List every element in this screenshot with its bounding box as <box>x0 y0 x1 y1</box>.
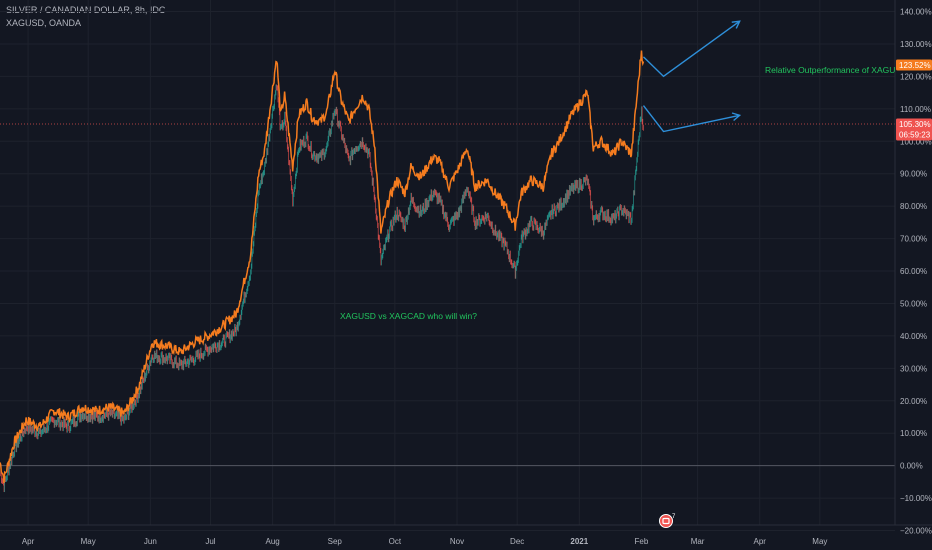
projection-arrow-1 <box>642 20 741 78</box>
x-tick-label: Oct <box>389 537 402 546</box>
y-tick-label: 30.00% <box>900 364 927 373</box>
bar-countdown: 06:59:23 <box>899 131 931 140</box>
x-tick-label: Nov <box>450 537 464 546</box>
projection-arrow-2 <box>642 105 740 133</box>
projection-arrow-head <box>731 112 742 122</box>
projection-arrow-head <box>731 20 741 29</box>
y-tick-label: 80.00% <box>900 202 927 211</box>
y-tick-label: 0.00% <box>900 462 923 471</box>
y-tick-label: −10.00% <box>900 494 932 503</box>
x-tick-label: May <box>81 537 96 546</box>
xagcad-line[interactable] <box>0 50 645 484</box>
xagcad-series <box>0 50 645 484</box>
y-tick-label: −20.00% <box>900 527 932 536</box>
y-tick-label: 110.00% <box>900 105 931 114</box>
svg-text:105.30%: 105.30% <box>899 120 931 129</box>
y-tick-label: 130.00% <box>900 40 932 49</box>
x-tick-label: Apr <box>22 537 35 546</box>
x-tick-label: Feb <box>635 537 649 546</box>
time-axis[interactable]: Apr May Jun Jul Aug Sep Oct Nov Dec 2021 Feb Mar Apr… <box>22 537 828 546</box>
y-tick-label: 100.00% <box>900 137 932 146</box>
y-tick-label: 140.00% <box>900 8 932 17</box>
y-tick-label: 10.00% <box>900 429 927 438</box>
y-tick-label: 40.00% <box>900 332 927 341</box>
x-tick-label: Sep <box>328 537 343 546</box>
x-tick-label: Jun <box>144 537 157 546</box>
x-tick-label: Jul <box>205 537 215 546</box>
reference-lines <box>0 123 895 467</box>
svg-text:123.52%: 123.52% <box>899 61 931 70</box>
x-tick-label: Mar <box>691 537 705 546</box>
y-tick-label: 50.00% <box>900 299 927 308</box>
projection-arrows <box>642 20 742 133</box>
compare-symbol-title[interactable]: XAGUSD, OANDA <box>6 18 82 28</box>
xagcad-last-badge: 123.52% <box>896 59 932 71</box>
annotation-relative-outperformance[interactable]: Relative Outperformance of XAGU <box>765 65 895 75</box>
xagusd-last-badge: 105.30% 06:59:23 <box>896 118 932 141</box>
x-tick-label: 2021 <box>570 537 588 546</box>
symbol-title[interactable]: SILVER / CANADIAN DOLLAR, 8h, IDC <box>6 5 166 15</box>
y-tick-label: 90.00% <box>900 170 927 179</box>
chart-grid <box>0 0 895 531</box>
annotation-question[interactable]: XAGUSD vs XAGCAD who will win? <box>340 311 477 321</box>
y-tick-label: 60.00% <box>900 267 927 276</box>
x-tick-label: May <box>812 537 827 546</box>
x-tick-label: Dec <box>510 537 524 546</box>
y-tick-label: 20.00% <box>900 397 927 406</box>
x-tick-label: Aug <box>266 537 280 546</box>
price-axis[interactable]: 140.00% 130.00% 120.00% 110.00% 100.00% 90.00… <box>900 8 932 536</box>
x-tick-label: Apr <box>754 537 767 546</box>
y-tick-label: 70.00% <box>900 235 927 244</box>
y-tick-label: 120.00% <box>900 72 932 81</box>
xagusd-series <box>0 84 644 493</box>
earnings-flag-icon[interactable]: 7 <box>659 514 677 528</box>
event-marker-count: 7 <box>672 514 676 520</box>
